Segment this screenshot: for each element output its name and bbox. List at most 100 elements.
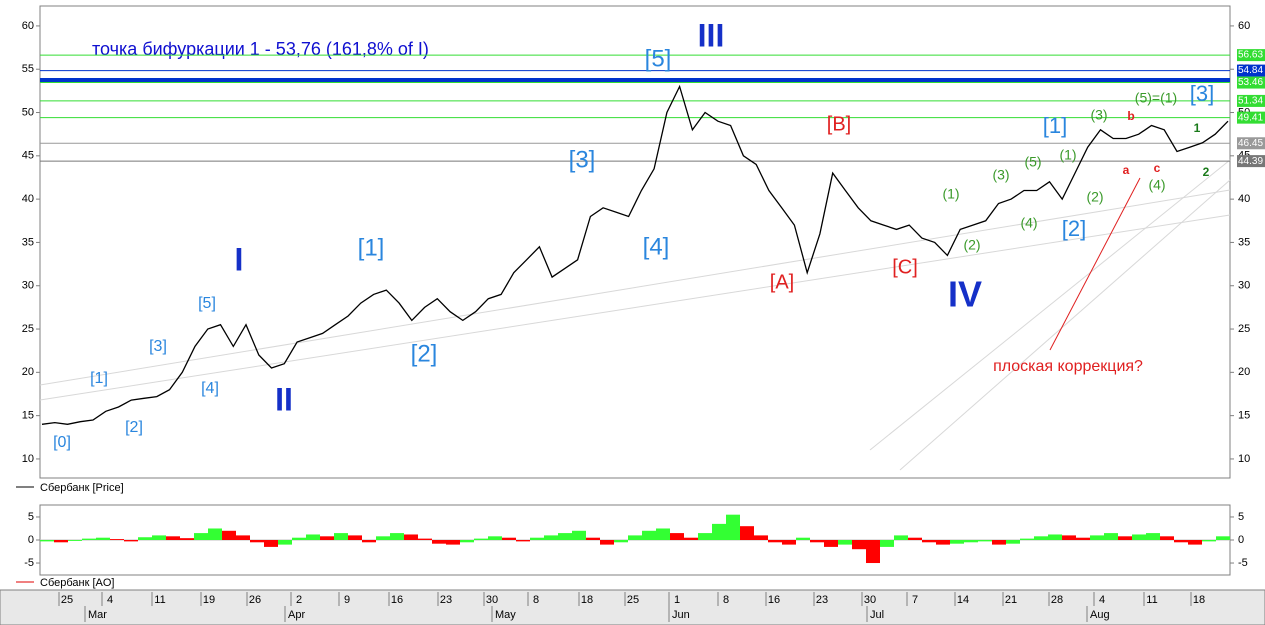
- ao-bar: [432, 540, 446, 544]
- ao-bar: [110, 539, 124, 540]
- ao-bar: [824, 540, 838, 547]
- y-tick-label: 20: [1238, 366, 1250, 378]
- level-tag: [1237, 64, 1265, 77]
- y-tick-label: 60: [1238, 20, 1250, 32]
- ao-bar: [250, 540, 264, 543]
- ao-bar: [208, 528, 222, 540]
- wave-label: c: [1154, 161, 1161, 175]
- wave-label: 2: [1203, 165, 1210, 179]
- month-label: May: [495, 609, 516, 621]
- y-tick-label: 40: [1238, 193, 1250, 205]
- wave-label: III: [698, 17, 725, 53]
- ao-bar: [502, 537, 516, 540]
- ao-bar: [292, 537, 306, 540]
- ao-bar: [1048, 534, 1062, 540]
- wave-label: (4): [1148, 177, 1165, 193]
- level-tag: [1237, 76, 1265, 89]
- wave-label: [1]: [90, 370, 108, 387]
- ao-bar: [516, 540, 530, 542]
- ao-bar: [838, 540, 852, 545]
- wave-label: [A]: [770, 271, 794, 293]
- wave-label: [4]: [201, 380, 219, 397]
- wave-label: [0]: [53, 434, 71, 451]
- x-tick-label: 16: [391, 594, 403, 606]
- ao-bar: [474, 538, 488, 540]
- ao-bar: [1118, 536, 1132, 540]
- wave-label: (1): [1059, 147, 1076, 163]
- wave-label: [3]: [569, 146, 596, 173]
- y-tick-label: 10: [1238, 453, 1250, 465]
- x-tick-label: 11: [154, 594, 165, 606]
- ao-bar: [754, 535, 768, 540]
- x-tick-label: 8: [723, 594, 729, 606]
- level-tag: [1237, 111, 1265, 124]
- ao-bar: [572, 530, 586, 540]
- y-tick-label: 30: [1238, 280, 1250, 292]
- ao-bar: [180, 538, 194, 540]
- x-tick-label: 14: [957, 594, 969, 606]
- ao-bar: [992, 540, 1006, 545]
- ao-bar: [390, 533, 404, 540]
- price-line: [41, 84, 1229, 425]
- wave-label: (2): [963, 237, 980, 253]
- x-tick-label: 25: [627, 594, 639, 606]
- ao-bar: [306, 534, 320, 540]
- ao-bar: [530, 537, 544, 540]
- wave-label: (2): [1086, 189, 1103, 205]
- ao-bar: [1062, 535, 1076, 540]
- ao-bar: [614, 540, 628, 543]
- ao-bar: [978, 540, 992, 542]
- legend-label: Сбербанк [Price]: [40, 482, 124, 494]
- x-tick-label: 4: [107, 594, 113, 606]
- ao-bar: [264, 540, 278, 547]
- ao-bar: [712, 523, 726, 540]
- y-tick-label: 0: [28, 534, 34, 546]
- ao-bar: [82, 538, 96, 540]
- level-tag: [1237, 49, 1265, 62]
- ao-bar: [1034, 536, 1048, 540]
- ao-bar: [740, 526, 754, 540]
- level-label: 49.41: [1238, 112, 1263, 123]
- x-tick-label: 18: [581, 594, 593, 606]
- wave-label: (1): [942, 186, 959, 202]
- ao-bar: [656, 528, 670, 540]
- ao-bar: [278, 540, 292, 545]
- ao-bar: [418, 538, 432, 540]
- ao-bar: [726, 514, 740, 540]
- y-tick-label: 10: [22, 453, 34, 465]
- ao-bar: [558, 533, 572, 540]
- x-tick-label: 28: [1051, 594, 1063, 606]
- chart-title: точка бифуркации 1 - 53,76 (161,8% of I): [92, 39, 429, 59]
- x-tick-label: 7: [912, 594, 918, 606]
- ao-bar: [1160, 536, 1174, 540]
- ao-bar: [1132, 534, 1146, 540]
- y-tick-label: 50: [22, 106, 34, 118]
- ao-bar: [964, 540, 978, 543]
- y-tick-label: 20: [22, 366, 34, 378]
- x-tick-label: 4: [1099, 594, 1105, 606]
- ao-bar: [642, 530, 656, 540]
- ao-bar: [852, 540, 866, 550]
- level-label: 56.63: [1238, 50, 1263, 61]
- ao-bar: [334, 533, 348, 540]
- ao-bar: [124, 540, 138, 542]
- x-tick-label: 25: [61, 594, 73, 606]
- x-tick-label: 8: [533, 594, 539, 606]
- level-tag: [1237, 155, 1265, 168]
- month-label: Apr: [288, 609, 305, 621]
- wave-label: [C]: [892, 256, 918, 278]
- ao-bar: [684, 537, 698, 540]
- pointer-line: [1049, 177, 1141, 351]
- level-label: 54.84: [1238, 65, 1263, 76]
- ao-bar: [1104, 533, 1118, 540]
- wave-label: [2]: [1062, 216, 1086, 241]
- ao-bar: [320, 536, 334, 540]
- ao-bar: [628, 535, 642, 540]
- y-tick-label: 40: [22, 193, 34, 205]
- ao-bar: [138, 537, 152, 540]
- ao-bar: [1202, 540, 1216, 542]
- wave-label: (4): [1020, 215, 1037, 231]
- ao-bar: [922, 540, 936, 543]
- x-tick-label: 30: [486, 594, 498, 606]
- x-tick-label: 26: [249, 594, 261, 606]
